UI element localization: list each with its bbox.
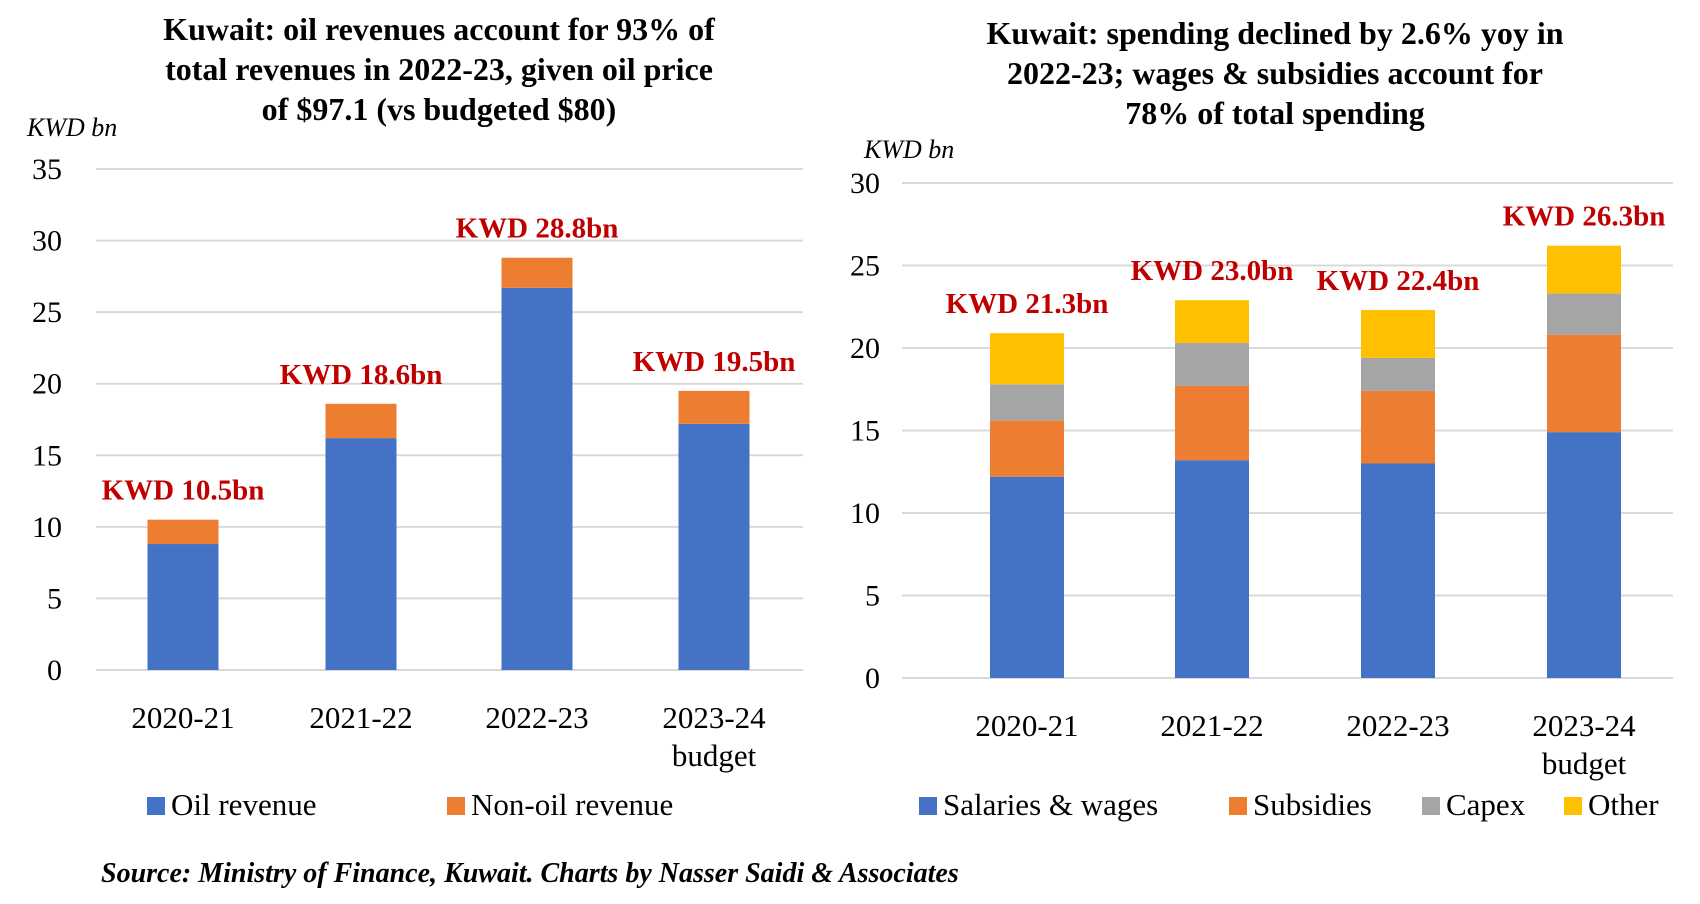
bar-non-oil-revenue-2020-21 xyxy=(147,519,219,545)
bar-oil-revenue-2021-22 xyxy=(325,438,397,670)
y-tick-label: 30 xyxy=(850,167,880,200)
bar-oil-revenue-2023-24 xyxy=(678,423,750,670)
bar-other-2020-21 xyxy=(990,333,1064,385)
spending-chart: Kuwait: spending declined by 2.6% yoy in… xyxy=(850,15,1673,822)
legend-entry: Other xyxy=(1588,787,1659,822)
x-tick-label: 2020-21 xyxy=(975,708,1078,743)
y-tick-label: 25 xyxy=(850,250,880,283)
y-tick-label: 10 xyxy=(32,511,62,544)
bar-capex-2020-21 xyxy=(990,384,1064,421)
legend-entry: Subsidies xyxy=(1253,787,1372,822)
oil-revenue-chart: Kuwait: oil revenues account for 93% of t… xyxy=(26,11,803,822)
data-label: KWD 10.5bn xyxy=(102,475,265,507)
source-note: Source: Ministry of Finance, Kuwait. Cha… xyxy=(101,858,959,889)
y-tick-label: 20 xyxy=(32,368,62,401)
legend-entry: Capex xyxy=(1446,787,1526,822)
x-tick-label: 2021-22 xyxy=(309,700,412,735)
bar-non-oil-revenue-2023-24 xyxy=(678,390,750,424)
bar-salaries-wages-2023-24 xyxy=(1547,432,1621,678)
y-tick-label: 25 xyxy=(32,296,62,329)
bar-salaries-wages-2022-23 xyxy=(1361,463,1435,678)
chart-title-line: Kuwait: oil revenues account for 93% of xyxy=(163,11,715,47)
y-axis-unit-label: KWD bn xyxy=(863,135,954,164)
bar-subsidies-2023-24 xyxy=(1547,334,1621,433)
bar-oil-revenue-2020-21 xyxy=(147,544,219,670)
y-tick-label: 5 xyxy=(47,582,62,615)
y-axis-unit-label: KWD bn xyxy=(26,113,117,142)
bar-other-2021-22 xyxy=(1175,300,1249,344)
legend-swatch xyxy=(147,797,165,815)
legend-swatch xyxy=(447,797,465,815)
y-tick-label: 20 xyxy=(850,332,880,365)
chart-title-line: of $97.1 (vs budgeted $80) xyxy=(262,91,617,127)
bar-oil-revenue-2022-23 xyxy=(501,287,573,670)
data-label: KWD 21.3bn xyxy=(946,288,1109,320)
y-tick-label: 10 xyxy=(850,497,880,530)
x-tick-label: budget xyxy=(672,738,757,773)
legend-entry: Non-oil revenue xyxy=(471,787,673,822)
bar-non-oil-revenue-2022-23 xyxy=(501,257,573,288)
bar-salaries-wages-2020-21 xyxy=(990,476,1064,678)
chart-title-line: 78% of total spending xyxy=(1125,95,1425,131)
y-tick-label: 15 xyxy=(850,415,880,448)
x-tick-label: 2022-23 xyxy=(1346,708,1449,743)
legend-swatch xyxy=(1229,797,1247,815)
bar-subsidies-2022-23 xyxy=(1361,390,1435,464)
bar-salaries-wages-2021-22 xyxy=(1175,460,1249,678)
x-tick-label: 2023-24 xyxy=(1532,708,1636,743)
bar-subsidies-2020-21 xyxy=(990,420,1064,477)
bar-capex-2021-22 xyxy=(1175,343,1249,386)
legend-swatch xyxy=(919,797,937,815)
legend-swatch xyxy=(1422,797,1440,815)
y-tick-label: 30 xyxy=(32,225,62,258)
x-tick-label: 2021-22 xyxy=(1160,708,1263,743)
chart-title-line: 2022-23; wages & subsidies account for xyxy=(1007,55,1543,91)
x-tick-label: 2022-23 xyxy=(485,700,588,735)
bar-other-2022-23 xyxy=(1361,310,1435,358)
x-tick-label: 2023-24 xyxy=(662,700,766,735)
data-label: KWD 22.4bn xyxy=(1317,265,1480,297)
data-label: KWD 28.8bn xyxy=(456,213,619,245)
y-tick-label: 0 xyxy=(47,654,62,687)
y-tick-label: 15 xyxy=(32,439,62,472)
bar-subsidies-2021-22 xyxy=(1175,385,1249,461)
y-tick-label: 35 xyxy=(32,153,62,186)
bar-non-oil-revenue-2021-22 xyxy=(325,403,397,439)
x-tick-label: budget xyxy=(1542,746,1627,781)
y-tick-label: 5 xyxy=(865,580,880,613)
y-tick-label: 0 xyxy=(865,662,880,695)
legend-entry: Oil revenue xyxy=(171,787,316,822)
bar-capex-2022-23 xyxy=(1361,357,1435,391)
chart-title-line: Kuwait: spending declined by 2.6% yoy in xyxy=(987,15,1564,51)
data-label: KWD 23.0bn xyxy=(1131,255,1294,287)
bar-other-2023-24 xyxy=(1547,245,1621,294)
legend-entry: Salaries & wages xyxy=(943,787,1158,822)
x-tick-label: 2020-21 xyxy=(131,700,234,735)
chart-title-line: total revenues in 2022-23, given oil pri… xyxy=(165,51,713,87)
legend-swatch xyxy=(1564,797,1582,815)
data-label: KWD 26.3bn xyxy=(1503,201,1666,233)
bar-capex-2023-24 xyxy=(1547,293,1621,335)
data-label: KWD 19.5bn xyxy=(633,346,796,378)
data-label: KWD 18.6bn xyxy=(280,359,443,391)
